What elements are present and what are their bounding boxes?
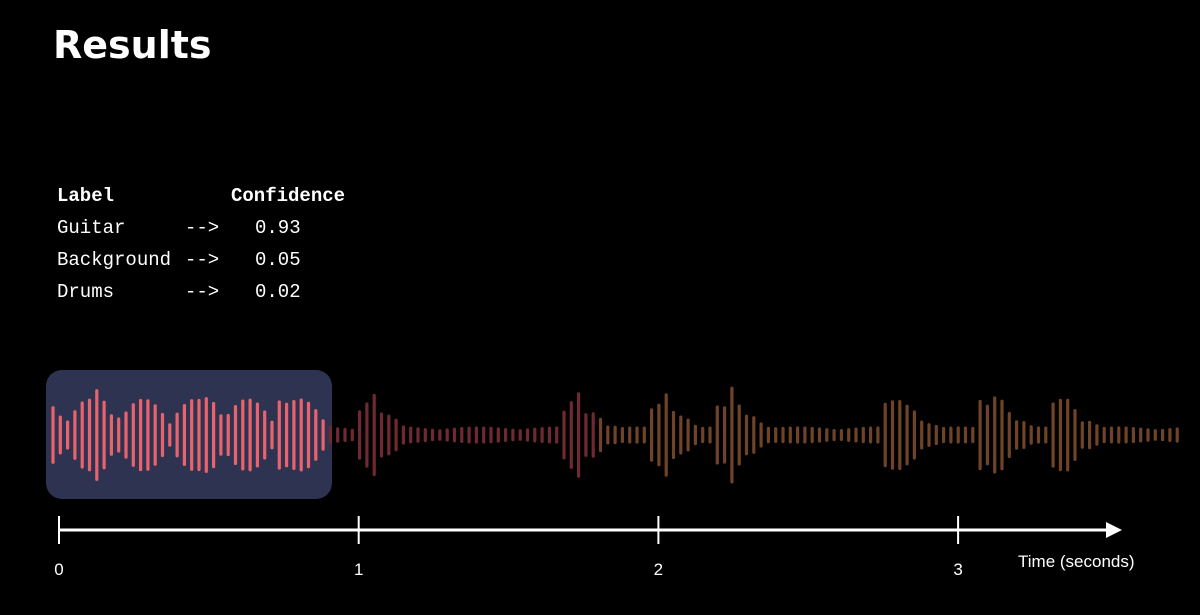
tick-label: 2 bbox=[654, 560, 663, 579]
row-arrow: --> bbox=[185, 217, 219, 239]
axis-arrow bbox=[1106, 522, 1122, 538]
tick-label: 0 bbox=[54, 560, 63, 579]
row-label: Background bbox=[57, 249, 171, 271]
analysis-window bbox=[46, 370, 332, 499]
ticks: 0 1 2 3 bbox=[54, 516, 963, 579]
row-confidence: 0.02 bbox=[255, 281, 301, 303]
header-confidence: Confidence bbox=[231, 185, 345, 207]
header-label: Label bbox=[57, 185, 114, 207]
results-table: Label Confidence Guitar --> 0.93 Background… bbox=[57, 185, 345, 303]
tick-label: 3 bbox=[953, 560, 962, 579]
row-confidence: 0.93 bbox=[255, 217, 301, 239]
tick-label: 1 bbox=[354, 560, 363, 579]
axis-label: Time (seconds) bbox=[1018, 552, 1135, 571]
row-label: Guitar bbox=[57, 217, 125, 239]
row-label: Drums bbox=[57, 281, 114, 303]
waveform bbox=[51, 386, 1179, 484]
row-arrow: --> bbox=[185, 281, 219, 303]
row-confidence: 0.05 bbox=[255, 249, 301, 271]
title: Results bbox=[53, 23, 212, 67]
row-arrow: --> bbox=[185, 249, 219, 271]
